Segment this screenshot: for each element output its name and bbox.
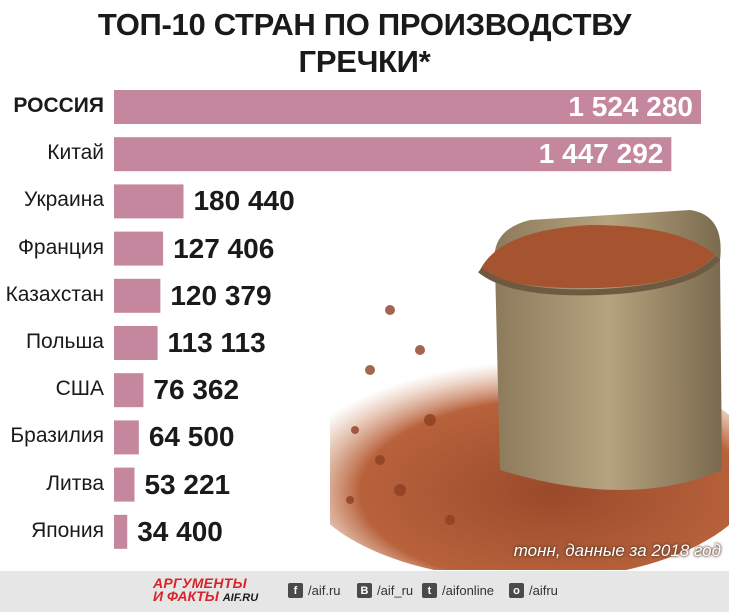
footer-bar: АРГУМЕНТЫ И ФАКТЫ AIF.RU f /aif.ru B /ai…	[0, 571, 729, 612]
category-label-3: Франция	[17, 235, 104, 259]
category-label-2: Украина	[24, 188, 104, 212]
bar-3	[114, 231, 164, 266]
twitter-label: /aifonline	[442, 583, 495, 598]
value-label-7: 64 500	[148, 421, 235, 453]
vk-icon: B	[357, 583, 372, 598]
twitter-icon: t	[422, 583, 437, 598]
vk-link[interactable]: B /aif_ru	[357, 583, 413, 598]
vk-label: /aif_ru	[377, 583, 414, 598]
title-line-1: ТОП-10 СТРАН ПО ПРОИЗВОДСТВУ	[97, 7, 632, 42]
value-label-6: 76 362	[153, 374, 240, 406]
category-label-8: Литва	[46, 471, 104, 495]
bar-6	[114, 373, 144, 408]
category-label-4: Казахстан	[5, 282, 104, 306]
category-label-9: Япония	[31, 518, 104, 542]
value-label-9: 34 400	[137, 515, 223, 547]
logo-line-2: И ФАКТЫ	[153, 588, 219, 604]
bar-7	[114, 420, 139, 455]
chart-title: ТОП-10 СТРАН ПО ПРОИЗВОДСТВУ ГРЕЧКИ*	[0, 6, 729, 80]
bar-0	[114, 90, 701, 124]
value-label-5: 113 113	[167, 327, 266, 358]
aif-logo[interactable]: АРГУМЕНТЫ И ФАКТЫ AIF.RU	[153, 575, 259, 604]
category-label-1: Китай	[47, 141, 104, 165]
odnoklassniki-icon: o	[509, 583, 524, 598]
category-label-0: РОССИЯ	[13, 94, 104, 117]
value-label-3: 127 406	[173, 232, 275, 264]
facebook-icon: f	[288, 583, 303, 598]
bar-1	[114, 137, 672, 172]
buckwheat-sack-illustration	[330, 210, 729, 570]
bar-9	[114, 514, 128, 549]
units-note: тонн, данные за 2018 год	[513, 541, 721, 560]
logo-domain: AIF.RU	[222, 592, 259, 604]
category-label-5: Польша	[25, 330, 104, 353]
facebook-link[interactable]: f /aif.ru	[288, 583, 341, 598]
value-label-1: 1 447 292	[538, 138, 664, 170]
odnoklassniki-link[interactable]: o /aifru	[509, 583, 558, 598]
value-label-4: 120 379	[170, 279, 272, 311]
twitter-link[interactable]: t /aifonline	[422, 583, 494, 598]
bar-2	[114, 184, 184, 219]
title-line-2: ГРЕЧКИ*	[298, 44, 431, 79]
odnoklassniki-label: /aifru	[529, 583, 558, 598]
category-label-7: Бразилия	[10, 424, 104, 448]
value-label-0: 1 524 280	[568, 91, 693, 122]
bar-8	[114, 467, 135, 502]
bar-5	[114, 326, 158, 360]
value-label-8: 53 221	[144, 468, 231, 500]
bar-4	[114, 278, 161, 313]
facebook-label: /aif.ru	[308, 583, 341, 598]
value-label-2: 180 440	[193, 185, 295, 217]
category-label-6: США	[55, 377, 104, 401]
